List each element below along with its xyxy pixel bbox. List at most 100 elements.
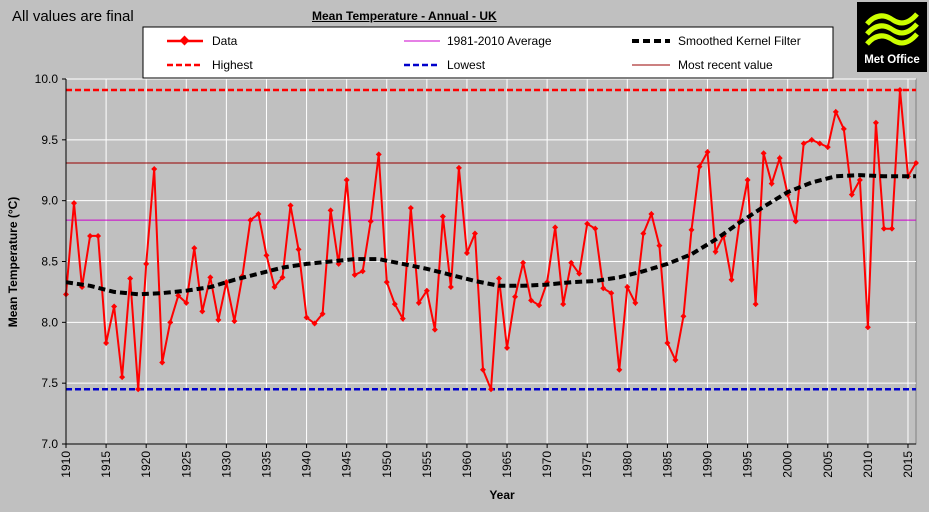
- x-tick-label: 2010: [861, 451, 875, 478]
- legend-data: Data: [212, 34, 238, 48]
- x-tick-label: 1985: [660, 451, 674, 478]
- data-point: [87, 232, 94, 239]
- data-point: [680, 313, 687, 320]
- x-tick-label: 1995: [741, 451, 755, 478]
- data-point: [712, 248, 719, 255]
- data-point: [816, 140, 823, 147]
- data-point: [512, 293, 519, 300]
- y-tick-label: 7.5: [41, 376, 58, 390]
- met-office-logo-icon: [865, 12, 919, 46]
- data-point: [560, 301, 567, 308]
- data-point: [504, 344, 511, 351]
- data-point: [151, 166, 158, 173]
- data-point: [624, 284, 631, 291]
- x-axis-label: Year: [489, 488, 515, 502]
- data-point: [255, 211, 262, 218]
- data-point: [391, 301, 398, 308]
- y-axis-label: Mean Temperature (°C): [6, 197, 20, 328]
- x-tick-label: 1935: [259, 451, 273, 478]
- status-text: All values are final: [12, 8, 134, 25]
- data-point: [295, 246, 302, 253]
- y-tick-label: 9.5: [41, 133, 58, 147]
- data-point: [864, 324, 871, 331]
- x-tick-label: 1940: [300, 451, 314, 478]
- data-point: [888, 225, 895, 232]
- data-series: [63, 86, 919, 393]
- data-point: [848, 191, 855, 198]
- data-point: [119, 374, 126, 381]
- data-point: [383, 279, 390, 286]
- data-point: [135, 386, 142, 393]
- x-tick-label: 1980: [620, 451, 634, 478]
- y-tick-label: 10.0: [35, 72, 59, 86]
- data-point: [640, 230, 647, 237]
- x-tick-label: 2005: [821, 451, 835, 478]
- x-tick-label: 1950: [380, 451, 394, 478]
- data-point: [913, 159, 919, 166]
- data-point: [880, 225, 887, 232]
- data-point: [191, 245, 198, 252]
- y-tick-label: 7.0: [41, 437, 58, 451]
- y-tick-label: 8.0: [41, 315, 58, 329]
- data-point: [343, 176, 350, 183]
- data-point: [71, 200, 78, 207]
- data-point: [271, 284, 278, 291]
- data-point: [375, 151, 382, 158]
- data-point: [359, 268, 366, 275]
- legend: Data 1981-2010 Average Smoothed Kernel F…: [142, 26, 834, 79]
- x-tick-label: 1965: [500, 451, 514, 478]
- legend-box: [142, 26, 834, 79]
- data-point: [407, 204, 414, 211]
- data-point: [471, 230, 478, 237]
- data-point: [303, 314, 310, 321]
- met-office-logo[interactable]: Met Office: [857, 2, 927, 72]
- data-point: [600, 285, 607, 292]
- data-point: [728, 276, 735, 283]
- data-point: [856, 176, 863, 183]
- x-tick-label: 1975: [580, 451, 594, 478]
- data-point: [576, 270, 583, 277]
- data-point: [215, 316, 222, 323]
- x-tick-label: 1945: [340, 451, 354, 478]
- data-point: [367, 218, 374, 225]
- data-point: [520, 259, 527, 266]
- data-point: [143, 260, 150, 267]
- data-point: [840, 125, 847, 132]
- data-point: [896, 86, 903, 93]
- data-point: [111, 303, 118, 310]
- legend-smoothed: Smoothed Kernel Filter: [678, 34, 801, 48]
- x-tick-label: 2015: [901, 451, 915, 478]
- x-tick-label: 1910: [59, 451, 73, 478]
- data-point: [744, 176, 751, 183]
- data-point: [447, 284, 454, 291]
- data-point: [664, 340, 671, 347]
- data-point: [832, 108, 839, 115]
- data-point: [496, 275, 503, 282]
- data-point: [808, 136, 815, 143]
- data-point: [351, 271, 358, 278]
- data-point: [800, 140, 807, 147]
- data-point: [311, 320, 318, 327]
- data-point: [568, 259, 575, 266]
- logo-text: Met Office: [864, 54, 920, 66]
- data-point: [792, 218, 799, 225]
- data-point: [183, 299, 190, 306]
- data-point: [95, 232, 102, 239]
- data-point: [592, 225, 599, 232]
- y-tick-label: 8.5: [41, 255, 58, 269]
- data-point: [127, 275, 134, 282]
- data-point: [103, 340, 110, 347]
- data-point: [768, 180, 775, 187]
- data-point: [159, 359, 166, 366]
- data-point: [616, 366, 623, 373]
- x-tick-label: 1920: [139, 451, 153, 478]
- x-tick-label: 1970: [540, 451, 554, 478]
- data-point: [175, 292, 182, 299]
- data-point: [704, 149, 711, 155]
- data-point: [648, 211, 655, 218]
- data-point: [688, 226, 695, 233]
- data-point: [672, 357, 679, 364]
- data-point: [207, 274, 214, 281]
- legend-lowest: Lowest: [447, 58, 486, 72]
